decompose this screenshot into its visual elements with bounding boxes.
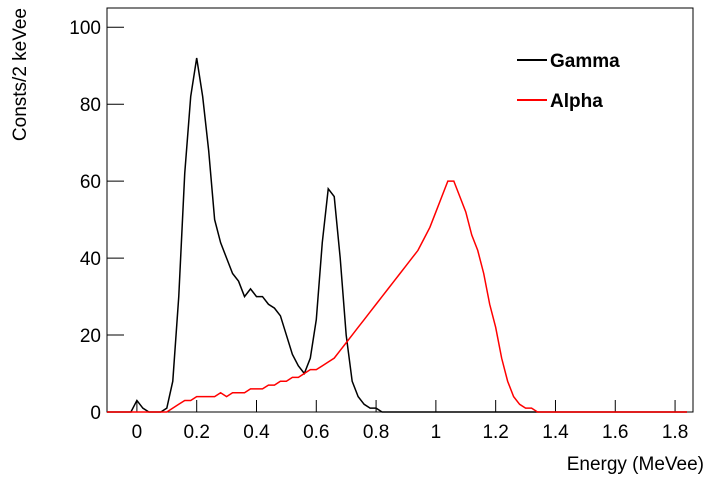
x-tick-label: 1: [431, 422, 442, 443]
x-tick-label: 0: [132, 422, 143, 443]
x-tick-label: 1.4: [542, 422, 569, 443]
x-tick-label: 0.4: [243, 422, 270, 443]
x-tick-label: 1.2: [482, 422, 508, 443]
x-tick-label: 0.2: [183, 422, 209, 443]
y-axis-label: Consts/2 keVee: [10, 8, 31, 141]
x-tick-label: 1.6: [602, 422, 628, 443]
series-line: [107, 180, 688, 413]
y-tick-label: 0: [90, 403, 101, 424]
y-tick-label: 80: [80, 95, 101, 116]
x-tick-label: 0.8: [363, 422, 389, 443]
x-axis-label: Energy (MeVee): [567, 454, 704, 475]
legend-text: Gamma: [550, 51, 620, 72]
legend-text: Alpha: [550, 91, 603, 112]
x-tick-label: 1.8: [662, 422, 688, 443]
y-tick-label: 100: [69, 18, 101, 39]
y-tick-label: 20: [80, 326, 101, 347]
y-tick-label: 40: [80, 249, 101, 270]
x-tick-label: 0.6: [303, 422, 329, 443]
y-tick-label: 60: [80, 172, 101, 193]
